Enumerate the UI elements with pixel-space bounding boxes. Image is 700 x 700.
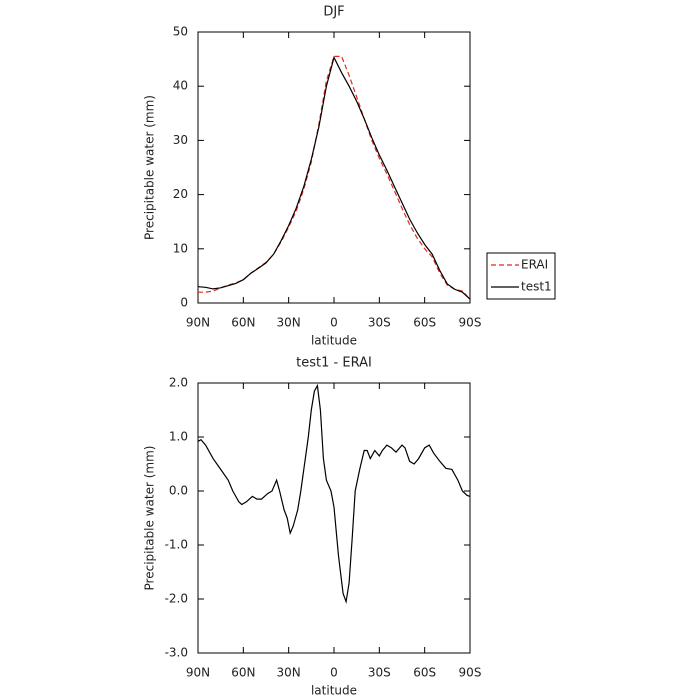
- plot-frame: [197, 31, 471, 304]
- y-tick-label: 30: [173, 133, 188, 147]
- y-tick-label: 2.0: [169, 376, 188, 390]
- x-tick-label: 90S: [459, 316, 482, 330]
- x-tick-label: 90N: [186, 316, 210, 330]
- y-tick-label: 10: [173, 241, 188, 255]
- y-tick-label: 40: [173, 79, 188, 93]
- legend-label: test1: [521, 280, 552, 294]
- x-tick-label: 90S: [459, 666, 482, 680]
- plot-frame: [197, 382, 471, 654]
- series-line: [197, 55, 471, 300]
- x-tick-label: 30S: [368, 316, 391, 330]
- x-tick-label: 60N: [231, 316, 255, 330]
- x-tick-label: 60N: [231, 666, 255, 680]
- y-tick-label: 0.0: [169, 484, 188, 498]
- y-axis-label: Precipitable water (mm): [143, 446, 157, 591]
- x-axis-label: latitude: [311, 334, 357, 348]
- legend-box: [486, 252, 556, 300]
- y-axis-label: Precipitable water (mm): [143, 95, 157, 240]
- x-tick-label: 0: [330, 316, 338, 330]
- y-tick-label: 1.0: [169, 430, 188, 444]
- y-tick-label: -1.0: [165, 538, 188, 552]
- y-tick-label: 0: [180, 296, 188, 310]
- y-tick-label: 50: [173, 25, 188, 39]
- x-tick-label: 60S: [413, 666, 436, 680]
- y-tick-label: -3.0: [165, 646, 188, 660]
- y-tick-label: 20: [173, 187, 188, 201]
- x-tick-label: 30N: [277, 316, 301, 330]
- x-tick-label: 60S: [413, 316, 436, 330]
- legend-label: ERAI: [521, 258, 548, 272]
- x-tick-label: 30N: [277, 666, 301, 680]
- x-tick-label: 0: [330, 666, 338, 680]
- chart-title: DJF: [323, 5, 344, 20]
- series-line: [198, 55, 471, 300]
- y-tick-label: -2.0: [165, 592, 188, 606]
- x-tick-label: 90N: [186, 666, 210, 680]
- series-line: [197, 383, 471, 605]
- x-axis-label: latitude: [311, 684, 357, 698]
- chart-title: test1 - ERAI: [296, 356, 372, 371]
- x-tick-label: 30S: [368, 666, 391, 680]
